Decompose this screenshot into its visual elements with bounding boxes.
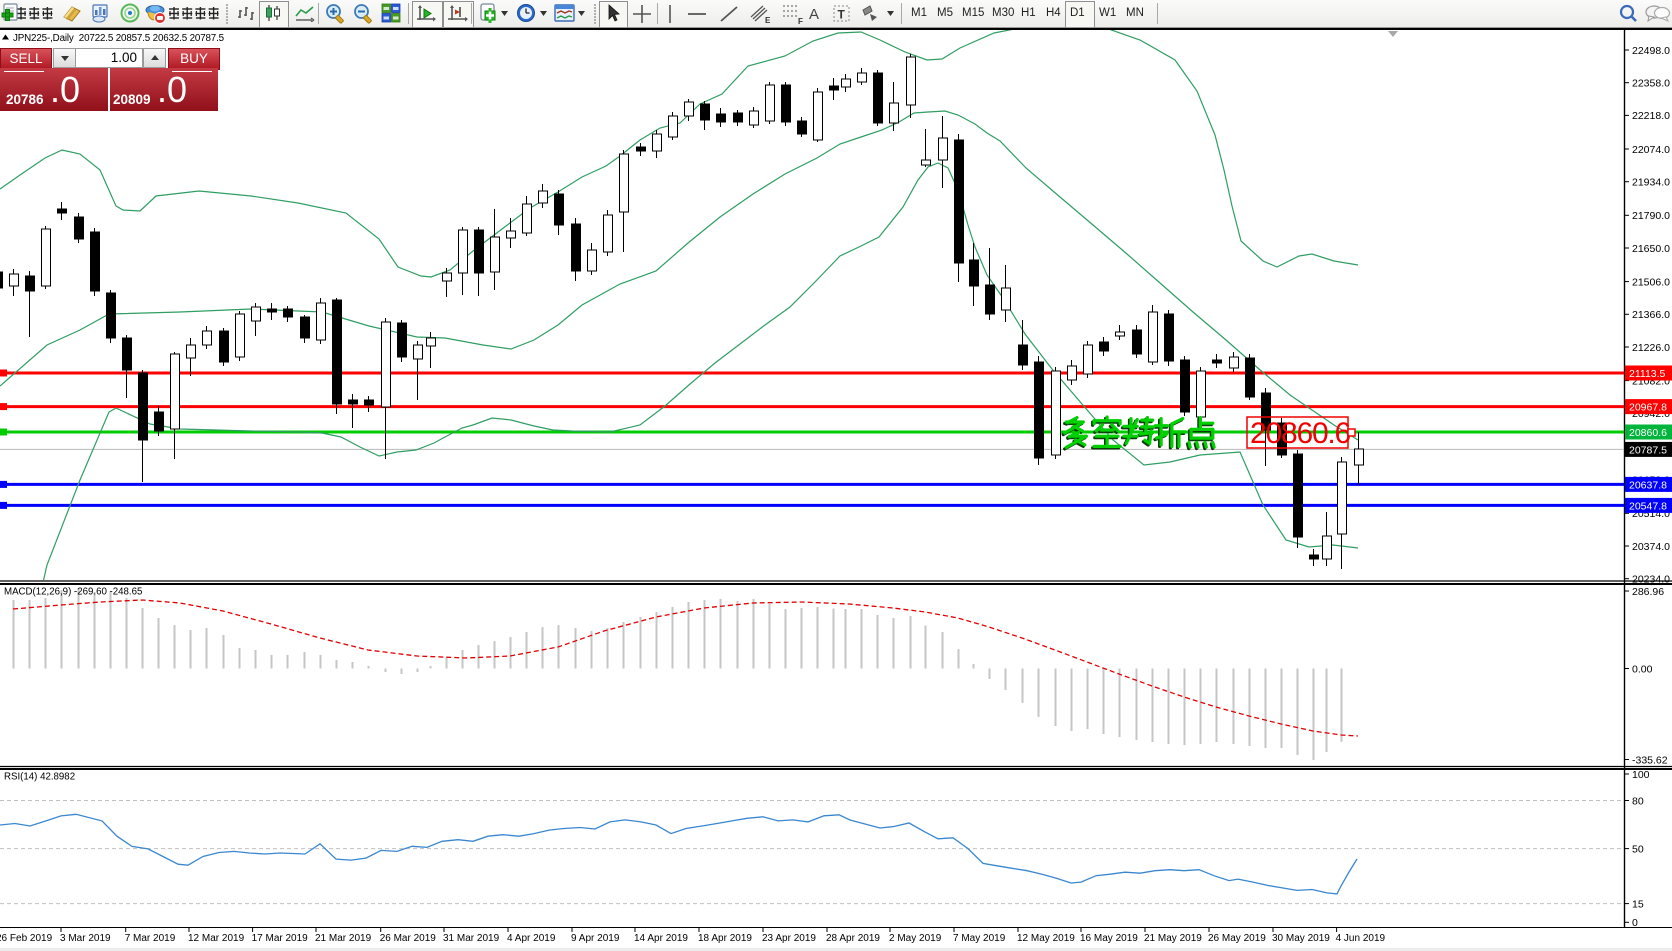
svg-text:21113.5: 21113.5 xyxy=(1629,368,1666,380)
svg-text:26 Mar 2019: 26 Mar 2019 xyxy=(380,933,437,944)
svg-text:3 Mar 2019: 3 Mar 2019 xyxy=(60,933,111,944)
svg-text:21506.0: 21506.0 xyxy=(1632,276,1670,288)
svg-text:20967.8: 20967.8 xyxy=(1629,402,1667,414)
svg-text:20637.8: 20637.8 xyxy=(1629,479,1667,491)
svg-text:20547.8: 20547.8 xyxy=(1629,500,1667,512)
svg-text:7 Mar 2019: 7 Mar 2019 xyxy=(125,933,176,944)
svg-text:2 May 2019: 2 May 2019 xyxy=(889,933,942,944)
svg-text:A: A xyxy=(809,6,819,23)
svg-text:286.96: 286.96 xyxy=(1632,586,1664,598)
svg-text:E: E xyxy=(765,16,771,25)
svg-text:31 Mar 2019: 31 Mar 2019 xyxy=(443,933,500,944)
svg-text:30 May 2019: 30 May 2019 xyxy=(1272,933,1330,944)
svg-text:21226.0: 21226.0 xyxy=(1632,342,1670,354)
svg-text:RSI(14) 42.8982: RSI(14) 42.8982 xyxy=(4,772,75,783)
svg-text:23 Apr 2019: 23 Apr 2019 xyxy=(762,933,816,944)
svg-text:21650.0: 21650.0 xyxy=(1632,243,1670,255)
svg-text:20860.6: 20860.6 xyxy=(1629,427,1667,439)
svg-text:12 May 2019: 12 May 2019 xyxy=(1017,933,1075,944)
svg-text:12 Mar 2019: 12 Mar 2019 xyxy=(188,933,245,944)
svg-text:4 Jun 2019: 4 Jun 2019 xyxy=(1336,933,1386,944)
svg-text:80: 80 xyxy=(1632,795,1644,807)
svg-text:22218.0: 22218.0 xyxy=(1632,110,1670,122)
svg-text:26 May 2019: 26 May 2019 xyxy=(1208,933,1266,944)
svg-text:F: F xyxy=(798,17,803,25)
svg-text:28 Apr 2019: 28 Apr 2019 xyxy=(826,933,880,944)
svg-text:14 Apr 2019: 14 Apr 2019 xyxy=(634,933,688,944)
svg-text:22358.0: 22358.0 xyxy=(1632,78,1670,90)
svg-text:50: 50 xyxy=(1632,843,1644,855)
svg-text:9 Apr 2019: 9 Apr 2019 xyxy=(571,933,620,944)
svg-text:15: 15 xyxy=(1632,898,1644,910)
svg-text:20860.6: 20860.6 xyxy=(1250,417,1351,450)
svg-text:26 Feb 2019: 26 Feb 2019 xyxy=(0,933,53,944)
svg-text:100: 100 xyxy=(1632,769,1650,781)
svg-text:16 May 2019: 16 May 2019 xyxy=(1080,933,1138,944)
svg-text:-335.62: -335.62 xyxy=(1632,754,1668,766)
svg-text:20234.0: 20234.0 xyxy=(1632,574,1670,586)
svg-text:22074.0: 22074.0 xyxy=(1632,144,1670,156)
svg-text:22498.0: 22498.0 xyxy=(1632,45,1670,57)
svg-text:20374.0: 20374.0 xyxy=(1632,541,1670,553)
svg-text:0.00: 0.00 xyxy=(1632,663,1653,675)
svg-text:7 May 2019: 7 May 2019 xyxy=(953,933,1006,944)
svg-text:21366.0: 21366.0 xyxy=(1632,309,1670,321)
svg-text:21790.0: 21790.0 xyxy=(1632,210,1670,222)
svg-text:17 Mar 2019: 17 Mar 2019 xyxy=(252,933,309,944)
svg-text:4 Apr 2019: 4 Apr 2019 xyxy=(507,933,556,944)
svg-text:20787.5: 20787.5 xyxy=(1629,444,1667,456)
svg-text:21934.0: 21934.0 xyxy=(1632,177,1670,189)
svg-text:MACD(12,26,9) -269.60 -248.65: MACD(12,26,9) -269.60 -248.65 xyxy=(4,587,142,598)
svg-text:18 Apr 2019: 18 Apr 2019 xyxy=(698,933,752,944)
svg-text:0: 0 xyxy=(1632,917,1638,929)
svg-text:21 May 2019: 21 May 2019 xyxy=(1144,933,1202,944)
svg-text:T: T xyxy=(838,8,846,22)
svg-text:21 Mar 2019: 21 Mar 2019 xyxy=(315,933,372,944)
svg-text:JPN225-,Daily 20722.5 20857.5: JPN225-,Daily 20722.5 20857.5 20632.5 20… xyxy=(13,33,225,44)
